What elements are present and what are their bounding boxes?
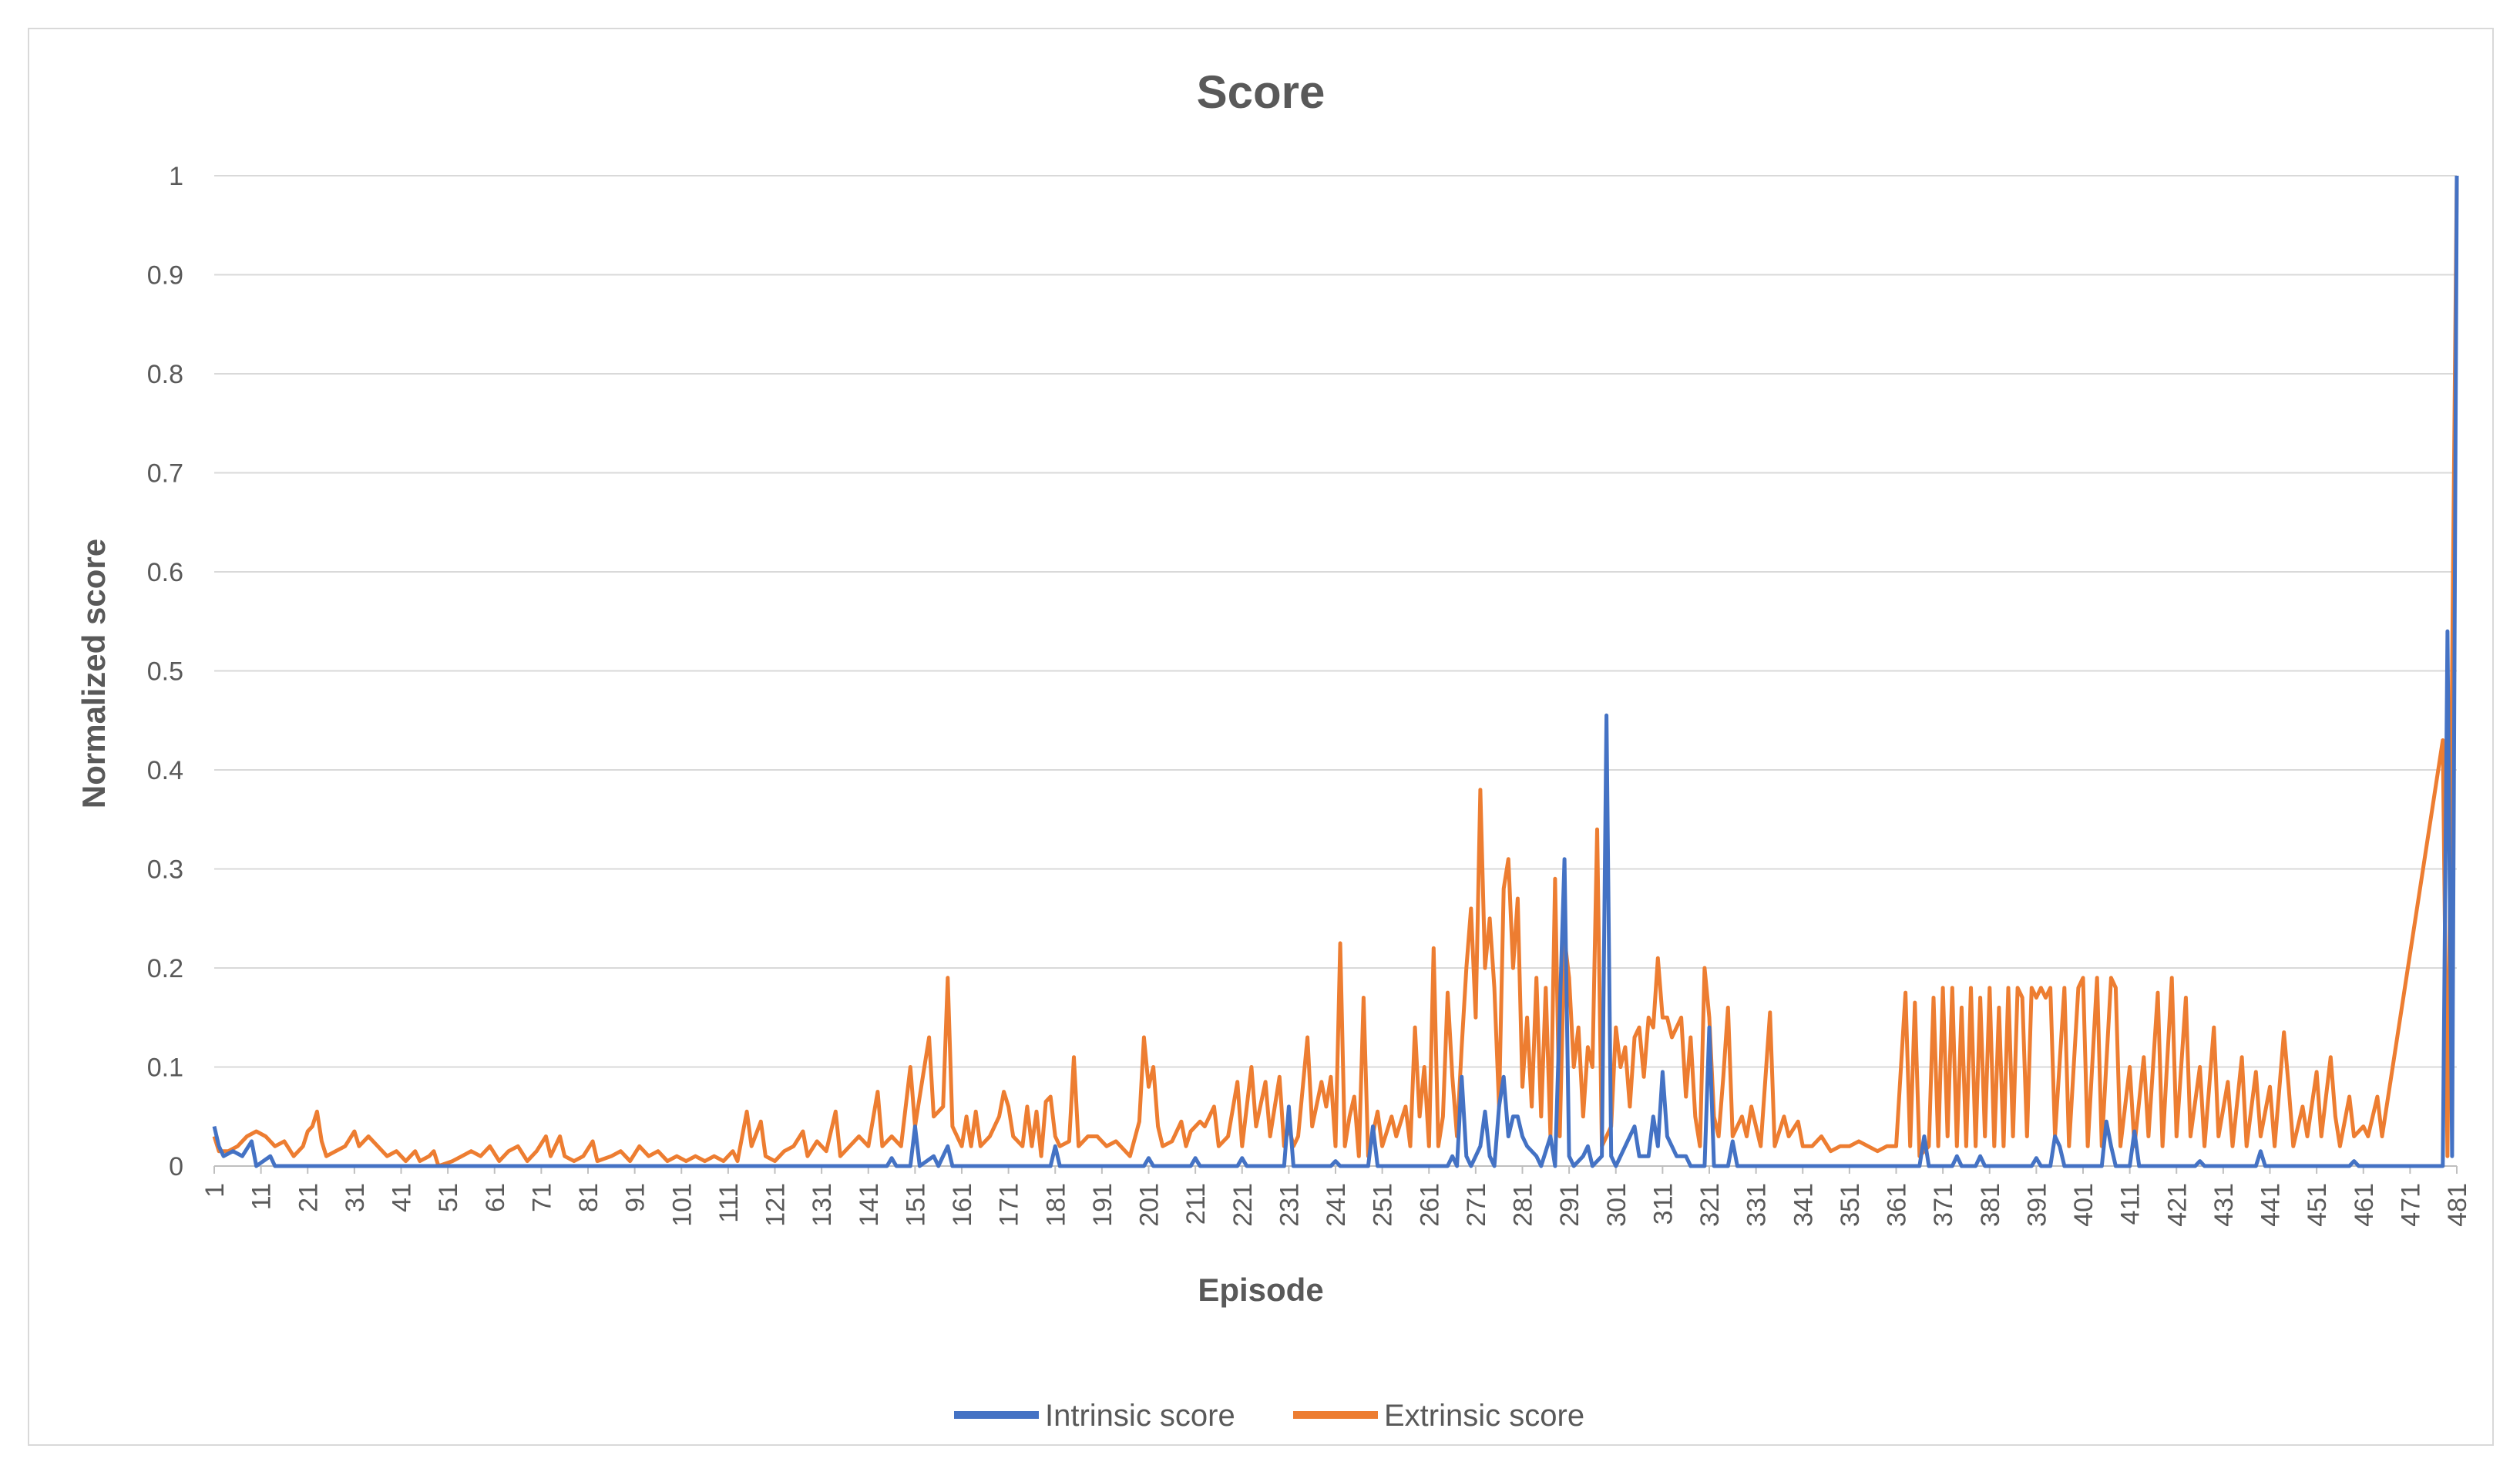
legend-label-intrinsic: Intrinsic score xyxy=(1045,1399,1235,1433)
y-tick-label: 1 xyxy=(169,162,183,191)
series-line-extrinsic xyxy=(212,175,2459,1168)
x-tick-label: 71 xyxy=(527,1183,556,1212)
x-tick-label: 171 xyxy=(995,1183,1024,1227)
x-tick-label: 451 xyxy=(2303,1183,2332,1227)
chart-container: 0 0.1 0.2 0.3 0.4 0.5 0.6 0.7 0.8 0.9 1 1 11 21 31 41 5… xyxy=(28,28,2494,1446)
y-tick-label: 0.9 xyxy=(147,261,183,291)
y-tick-label: 0.1 xyxy=(147,1054,183,1083)
x-tick-label: 351 xyxy=(1836,1183,1865,1227)
x-tick-label: 311 xyxy=(1648,1183,1678,1225)
y-tick-label: 0.8 xyxy=(147,360,183,389)
gridlines xyxy=(214,175,2457,1167)
x-tick-label: 481 xyxy=(2443,1183,2472,1227)
x-tick-label: 281 xyxy=(1509,1183,1538,1227)
x-tick-label: 341 xyxy=(1789,1183,1818,1227)
x-tick-label: 51 xyxy=(434,1183,463,1212)
x-tick-label: 11 xyxy=(247,1183,277,1210)
x-tick-label: 251 xyxy=(1369,1183,1398,1227)
series-line-intrinsic xyxy=(212,175,2459,1168)
x-tick-label: 61 xyxy=(481,1183,510,1212)
x-tick-label: 401 xyxy=(2069,1183,2098,1227)
x-tick-label: 141 xyxy=(855,1183,884,1227)
legend-label-extrinsic: Extrinsic score xyxy=(1384,1399,1584,1433)
y-axis-ticks: 0 0.1 0.2 0.3 0.4 0.5 0.6 0.7 0.8 0.9 1 xyxy=(147,162,183,1181)
x-tick-label: 191 xyxy=(1088,1183,1117,1227)
x-tick-label: 381 xyxy=(1976,1183,2005,1227)
x-tick-label: 321 xyxy=(1695,1183,1725,1227)
x-tick-label: 271 xyxy=(1462,1183,1491,1227)
x-tick-label: 111 xyxy=(714,1183,744,1223)
y-tick-label: 0.7 xyxy=(147,459,183,489)
x-tick-label: 421 xyxy=(2162,1183,2192,1227)
x-tick-label: 1 xyxy=(200,1183,230,1198)
x-tick-label: 471 xyxy=(2396,1183,2425,1227)
chart-title: Score xyxy=(1197,66,1326,118)
y-tick-label: 0.5 xyxy=(147,657,183,687)
x-tick-label: 431 xyxy=(2209,1183,2239,1227)
x-tick-label: 291 xyxy=(1555,1183,1584,1227)
x-tick-label: 101 xyxy=(667,1183,697,1227)
x-tick-label: 131 xyxy=(808,1183,837,1227)
y-tick-label: 0 xyxy=(169,1152,183,1181)
x-tick-label: 211 xyxy=(1181,1183,1211,1225)
x-tick-label: 81 xyxy=(574,1183,603,1212)
x-tick-label: 241 xyxy=(1322,1183,1351,1227)
y-axis-title: Normalized score xyxy=(76,539,112,808)
x-tick-label: 331 xyxy=(1742,1183,1772,1227)
y-tick-label: 0.3 xyxy=(147,855,183,885)
x-tick-label: 151 xyxy=(901,1183,930,1227)
x-tick-label: 301 xyxy=(1602,1183,1631,1227)
x-tick-label: 231 xyxy=(1275,1183,1304,1227)
x-tick-label: 411 xyxy=(2116,1183,2145,1225)
line-chart: 00.10.20.30.40.50.60.70.80.91 1 11 21 31 41 5… xyxy=(76,66,2472,1433)
x-tick-label: 461 xyxy=(2350,1183,2379,1227)
x-tick-label: 361 xyxy=(1883,1183,1912,1227)
x-tick-label: 201 xyxy=(1135,1183,1164,1227)
x-tick-label: 441 xyxy=(2256,1183,2286,1227)
x-tick-label: 261 xyxy=(1415,1183,1444,1227)
x-axis-title: Episode xyxy=(1198,1272,1323,1308)
x-tick-label: 31 xyxy=(341,1183,370,1212)
x-axis-ticks: 1 11 21 31 41 51 61 71 81 91 101 111 121 131 141 151 161… xyxy=(200,1166,2472,1227)
x-tick-label: 161 xyxy=(948,1183,977,1227)
x-tick-label: 21 xyxy=(294,1183,323,1212)
x-tick-label: 41 xyxy=(388,1183,417,1212)
legend: Intrinsic score Extrinsic score xyxy=(954,1399,1584,1433)
x-tick-label: 121 xyxy=(761,1183,791,1227)
x-tick-label: 91 xyxy=(621,1183,650,1212)
series-lines xyxy=(212,175,2459,1168)
x-tick-label: 391 xyxy=(2022,1183,2051,1227)
x-tick-label: 181 xyxy=(1041,1183,1070,1227)
x-tick-label: 221 xyxy=(1228,1183,1258,1227)
x-tick-label: 371 xyxy=(1929,1183,1958,1227)
y-tick-label: 0.2 xyxy=(147,954,183,983)
y-tick-label: 0.6 xyxy=(147,558,183,587)
y-tick-label: 0.4 xyxy=(147,756,183,785)
